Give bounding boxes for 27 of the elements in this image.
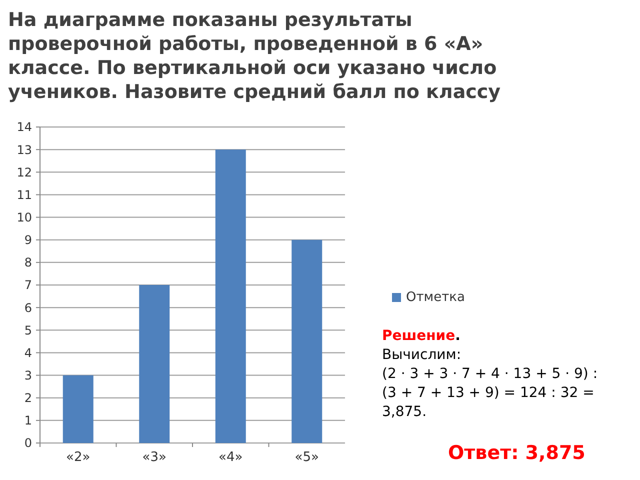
text: Решение. Вычислим: (2 · 3 + 3 · 7 + 4 · 13 + 5 · 9) : (3 + 7 + 13 + 9) = 124 : 32 = 3,875. bbox=[382, 328, 598, 420]
y-tick-label: 5 bbox=[24, 323, 32, 338]
legend-label: Отметка bbox=[406, 290, 466, 305]
y-tick-label: 10 bbox=[16, 210, 32, 224]
x-tick-label: «3» bbox=[142, 450, 166, 465]
x-tick-label: «4» bbox=[218, 450, 243, 465]
y-tick-label: 2 bbox=[24, 391, 32, 406]
chart-title: На диаграмме показаны результаты проверочной работы, проведенной в 6 «А» классе. По вертикальной оси указано число учеников. Назовите средний балл по классу bbox=[8, 9, 502, 103]
y-tick-label: 8 bbox=[24, 256, 32, 270]
bar bbox=[139, 285, 170, 443]
y-tick-label: 0 bbox=[24, 436, 32, 450]
bar bbox=[62, 375, 94, 443]
y-tick-label: 9 bbox=[24, 233, 32, 248]
y-tick-label: 3 bbox=[24, 368, 32, 382]
text: Ответ: 3,875 bbox=[448, 442, 586, 464]
y-tick-label: 6 bbox=[24, 300, 32, 315]
y-tick-label: 11 bbox=[16, 188, 32, 202]
y-tick-label: 13 bbox=[16, 142, 32, 157]
y-tick-label: 14 bbox=[16, 120, 32, 134]
bar bbox=[215, 150, 246, 443]
x-tick-label: «5» bbox=[294, 450, 319, 465]
y-tick-label: 12 bbox=[16, 165, 32, 180]
y-tick-label: 4 bbox=[24, 346, 32, 360]
bar bbox=[292, 240, 322, 443]
y-tick-label: 1 bbox=[24, 414, 32, 428]
x-tick-label: «2» bbox=[66, 450, 90, 465]
y-tick-label: 7 bbox=[24, 278, 32, 292]
